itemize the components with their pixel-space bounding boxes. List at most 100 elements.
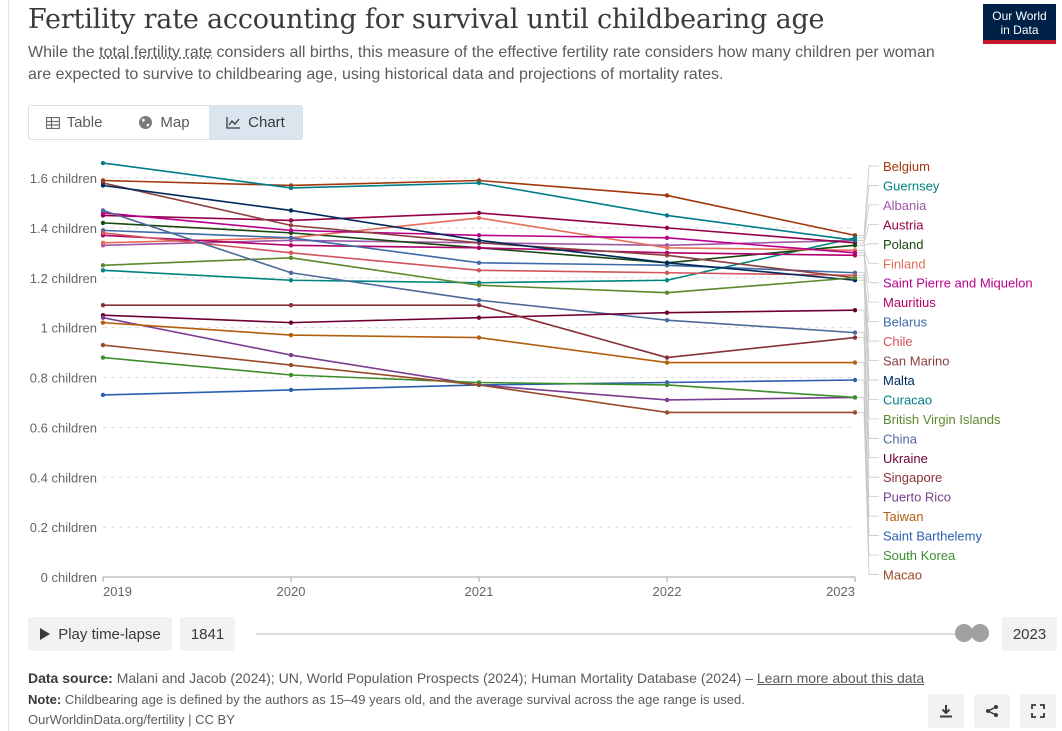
data-point-mauritius <box>288 243 294 248</box>
data-point-taiwan <box>664 360 670 365</box>
legend-label-albania[interactable]: Albania <box>883 198 927 213</box>
legend-label-curacao[interactable]: Curacao <box>883 392 932 407</box>
learn-more-link[interactable]: Learn more about this data <box>756 670 925 686</box>
data-point-finland <box>664 245 670 251</box>
data-point-belgium <box>664 193 670 198</box>
legend-connector <box>858 277 879 420</box>
legend-label-guernsey[interactable]: Guernsey <box>883 178 940 193</box>
data-point-chile <box>476 268 482 273</box>
data-point-south-korea <box>852 395 858 400</box>
data-point-taiwan <box>852 360 858 365</box>
data-point-finland <box>100 240 106 246</box>
legend-connector <box>858 309 879 459</box>
legend-label-finland[interactable]: Finland <box>883 256 926 271</box>
data-point-austria <box>476 210 482 216</box>
tab-chart[interactable]: Chart <box>209 106 302 139</box>
data-point-curacao <box>288 185 294 191</box>
play-icon <box>40 628 51 640</box>
x-tick-label: 2020 <box>277 584 306 599</box>
data-point-mauritius <box>476 245 482 251</box>
legend-label-ukraine[interactable]: Ukraine <box>883 451 928 466</box>
data-point-british-virgin-islands <box>664 290 670 295</box>
legend-label-chile[interactable]: Chile <box>883 334 913 349</box>
timeline-start-year[interactable]: 1841 <box>180 617 235 651</box>
legend-label-saint-pierre-and-miquelon[interactable]: Saint Pierre and Miquelon <box>883 276 1033 291</box>
legend-label-south-korea[interactable]: South Korea <box>883 548 956 563</box>
subtitle-link-total-fertility-rate[interactable]: total fertility rate <box>99 44 213 61</box>
legend-connector <box>858 337 879 478</box>
y-tick-label: 1.2 children <box>30 271 97 286</box>
timeline-slider-track[interactable] <box>256 633 974 635</box>
data-point-chile <box>100 230 106 236</box>
fullscreen-button[interactable] <box>1020 694 1056 728</box>
legend-label-austria[interactable]: Austria <box>883 217 924 232</box>
data-point-british-virgin-islands <box>476 283 482 288</box>
legend-label-macao[interactable]: Macao <box>883 567 922 582</box>
legend-connector <box>858 223 879 244</box>
legend-label-belarus[interactable]: Belarus <box>883 315 928 330</box>
download-icon <box>940 705 952 718</box>
data-point-china <box>664 317 670 323</box>
data-point-poland <box>100 220 106 226</box>
data-point-singapore <box>664 355 670 360</box>
data-point-china <box>288 270 294 275</box>
data-point-san-marino <box>288 223 294 228</box>
note-text: Childbearing age is defined by the autho… <box>61 692 745 707</box>
y-tick-label: 0.2 children <box>30 520 97 535</box>
series-line-singapore[interactable] <box>103 304 856 359</box>
y-tick-label: 1.6 children <box>30 171 97 186</box>
data-point-saint-pierre-and-miquelon <box>288 228 294 233</box>
legend-label-british-virgin-islands[interactable]: British Virgin Islands <box>883 412 1001 427</box>
legend-connector <box>858 243 879 246</box>
data-point-saint-pierre-and-miquelon <box>664 235 670 241</box>
data-point-ukraine <box>852 307 858 313</box>
data-point-saint-pierre-and-miquelon <box>476 233 482 238</box>
chart-credit[interactable]: OurWorldinData.org/fertility | CC BY <box>28 712 235 727</box>
legend-label-china[interactable]: China <box>883 431 918 446</box>
data-point-macao <box>100 342 106 348</box>
data-point-malta <box>288 208 294 213</box>
line-chart: 0 children 0.2 children 0.4 children 0.6 ch… <box>30 159 1033 599</box>
data-point-austria <box>664 225 670 231</box>
data-point-singapore <box>288 302 294 308</box>
data-point-macao <box>852 410 858 415</box>
legend-label-taiwan[interactable]: Taiwan <box>883 509 923 524</box>
series-line-malta[interactable] <box>102 184 856 282</box>
legend-connector <box>858 165 879 236</box>
series-line-macao[interactable] <box>102 344 855 414</box>
share-icon <box>986 705 998 717</box>
legend-connector <box>858 239 879 400</box>
legend-label-san-marino[interactable]: San Marino <box>883 354 949 369</box>
legend-label-singapore[interactable]: Singapore <box>883 470 942 485</box>
timeline-start-handle[interactable] <box>955 624 973 642</box>
tab-table[interactable]: Table <box>29 106 119 139</box>
legend-label-saint-barthelemy[interactable]: Saint Barthelemy <box>883 529 982 544</box>
view-tabs: Table Map Chart <box>28 105 303 140</box>
y-tick-label: 1 children <box>41 321 97 336</box>
share-button[interactable] <box>974 694 1010 728</box>
legend-label-puerto-rico[interactable]: Puerto Rico <box>883 490 951 505</box>
data-point-malta <box>664 260 670 265</box>
timeline-end-handle[interactable] <box>971 624 989 642</box>
data-point-british-virgin-islands <box>100 263 106 268</box>
download-button[interactable] <box>928 694 964 728</box>
legend-connector <box>858 252 879 284</box>
legend-label-malta[interactable]: Malta <box>883 373 916 388</box>
subtitle-text-end: considers all births, this measure of th… <box>28 44 935 83</box>
chart-subtitle: While the total fertility rate considers… <box>28 42 958 86</box>
owid-logo[interactable]: Our World in Data <box>983 4 1056 44</box>
y-tick-label: 0.6 children <box>30 420 97 435</box>
data-source-label: Data source: <box>28 670 113 686</box>
x-tick-label: 2019 <box>103 584 132 599</box>
legend-label-poland[interactable]: Poland <box>883 237 923 252</box>
data-point-taiwan <box>476 335 482 340</box>
data-point-ukraine <box>476 315 482 320</box>
y-tick-label: 0 children <box>41 570 97 585</box>
legend-label-belgium[interactable]: Belgium <box>883 159 930 174</box>
legend-label-mauritius[interactable]: Mauritius <box>883 295 936 310</box>
timeline-end-year[interactable]: 2023 <box>1002 617 1057 651</box>
tab-map[interactable]: Map <box>119 106 209 139</box>
data-point-finland <box>476 215 482 221</box>
play-timelapse-button[interactable]: Play time-lapse <box>28 617 172 651</box>
x-tick-label: 2023 <box>826 584 855 599</box>
